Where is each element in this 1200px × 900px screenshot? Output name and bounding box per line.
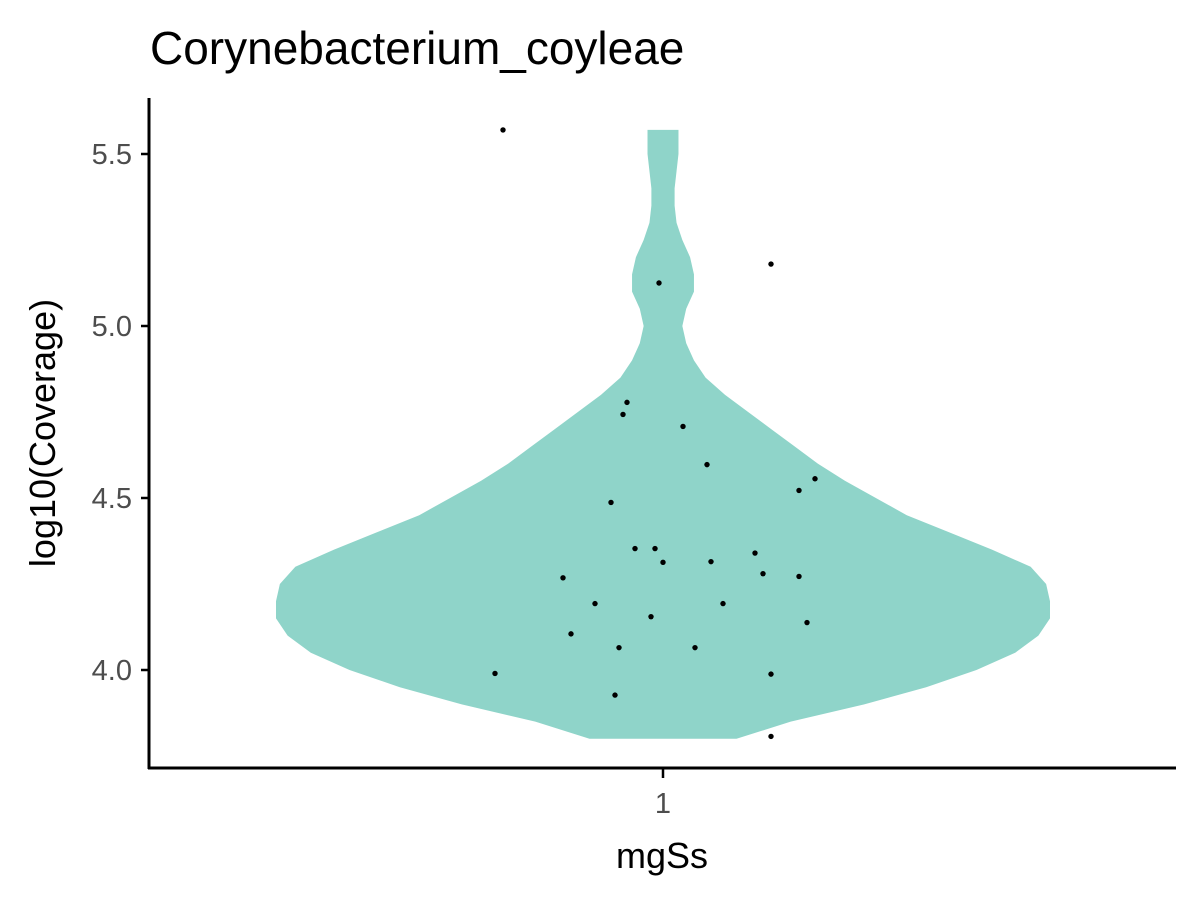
data-points <box>492 127 818 740</box>
data-point <box>704 461 710 468</box>
data-point <box>568 631 574 637</box>
chart-title: Corynebacterium_coyleae <box>150 22 684 74</box>
data-point <box>492 670 498 677</box>
y-tick-label: 4.5 <box>92 483 132 515</box>
data-point <box>680 423 686 430</box>
data-point <box>692 644 698 651</box>
data-point <box>656 280 662 286</box>
y-tick-label: 5.5 <box>92 139 132 171</box>
data-point <box>720 600 726 607</box>
data-point <box>648 613 654 620</box>
data-point <box>660 559 666 566</box>
data-point <box>768 261 774 267</box>
data-point <box>632 545 638 552</box>
y-axis-ticks: 4.0 4.5 5.0 5.5 <box>92 139 149 687</box>
x-axis-title: mgSs <box>616 835 708 876</box>
data-point <box>796 487 802 494</box>
y-tick-label: 4.0 <box>92 655 132 687</box>
plot-area <box>276 127 1050 740</box>
data-point <box>620 411 626 418</box>
data-point <box>612 692 618 698</box>
data-point <box>608 499 614 506</box>
data-point <box>624 399 630 406</box>
y-axis-title: log10(Coverage) <box>22 299 63 567</box>
data-point <box>760 570 766 577</box>
data-point <box>768 733 774 740</box>
x-tick-label: 1 <box>655 788 671 820</box>
data-point <box>812 476 818 482</box>
data-point <box>616 644 622 651</box>
data-point <box>560 575 566 581</box>
data-point <box>652 545 658 552</box>
y-tick-label: 5.0 <box>92 311 132 343</box>
data-point <box>768 671 774 677</box>
data-point <box>752 550 758 556</box>
data-point <box>804 619 810 626</box>
data-point <box>796 573 802 580</box>
data-point <box>708 558 714 565</box>
violin-shape <box>276 129 1050 739</box>
data-point <box>592 600 598 607</box>
data-point <box>500 127 506 133</box>
x-axis-ticks: 1 <box>655 768 671 820</box>
